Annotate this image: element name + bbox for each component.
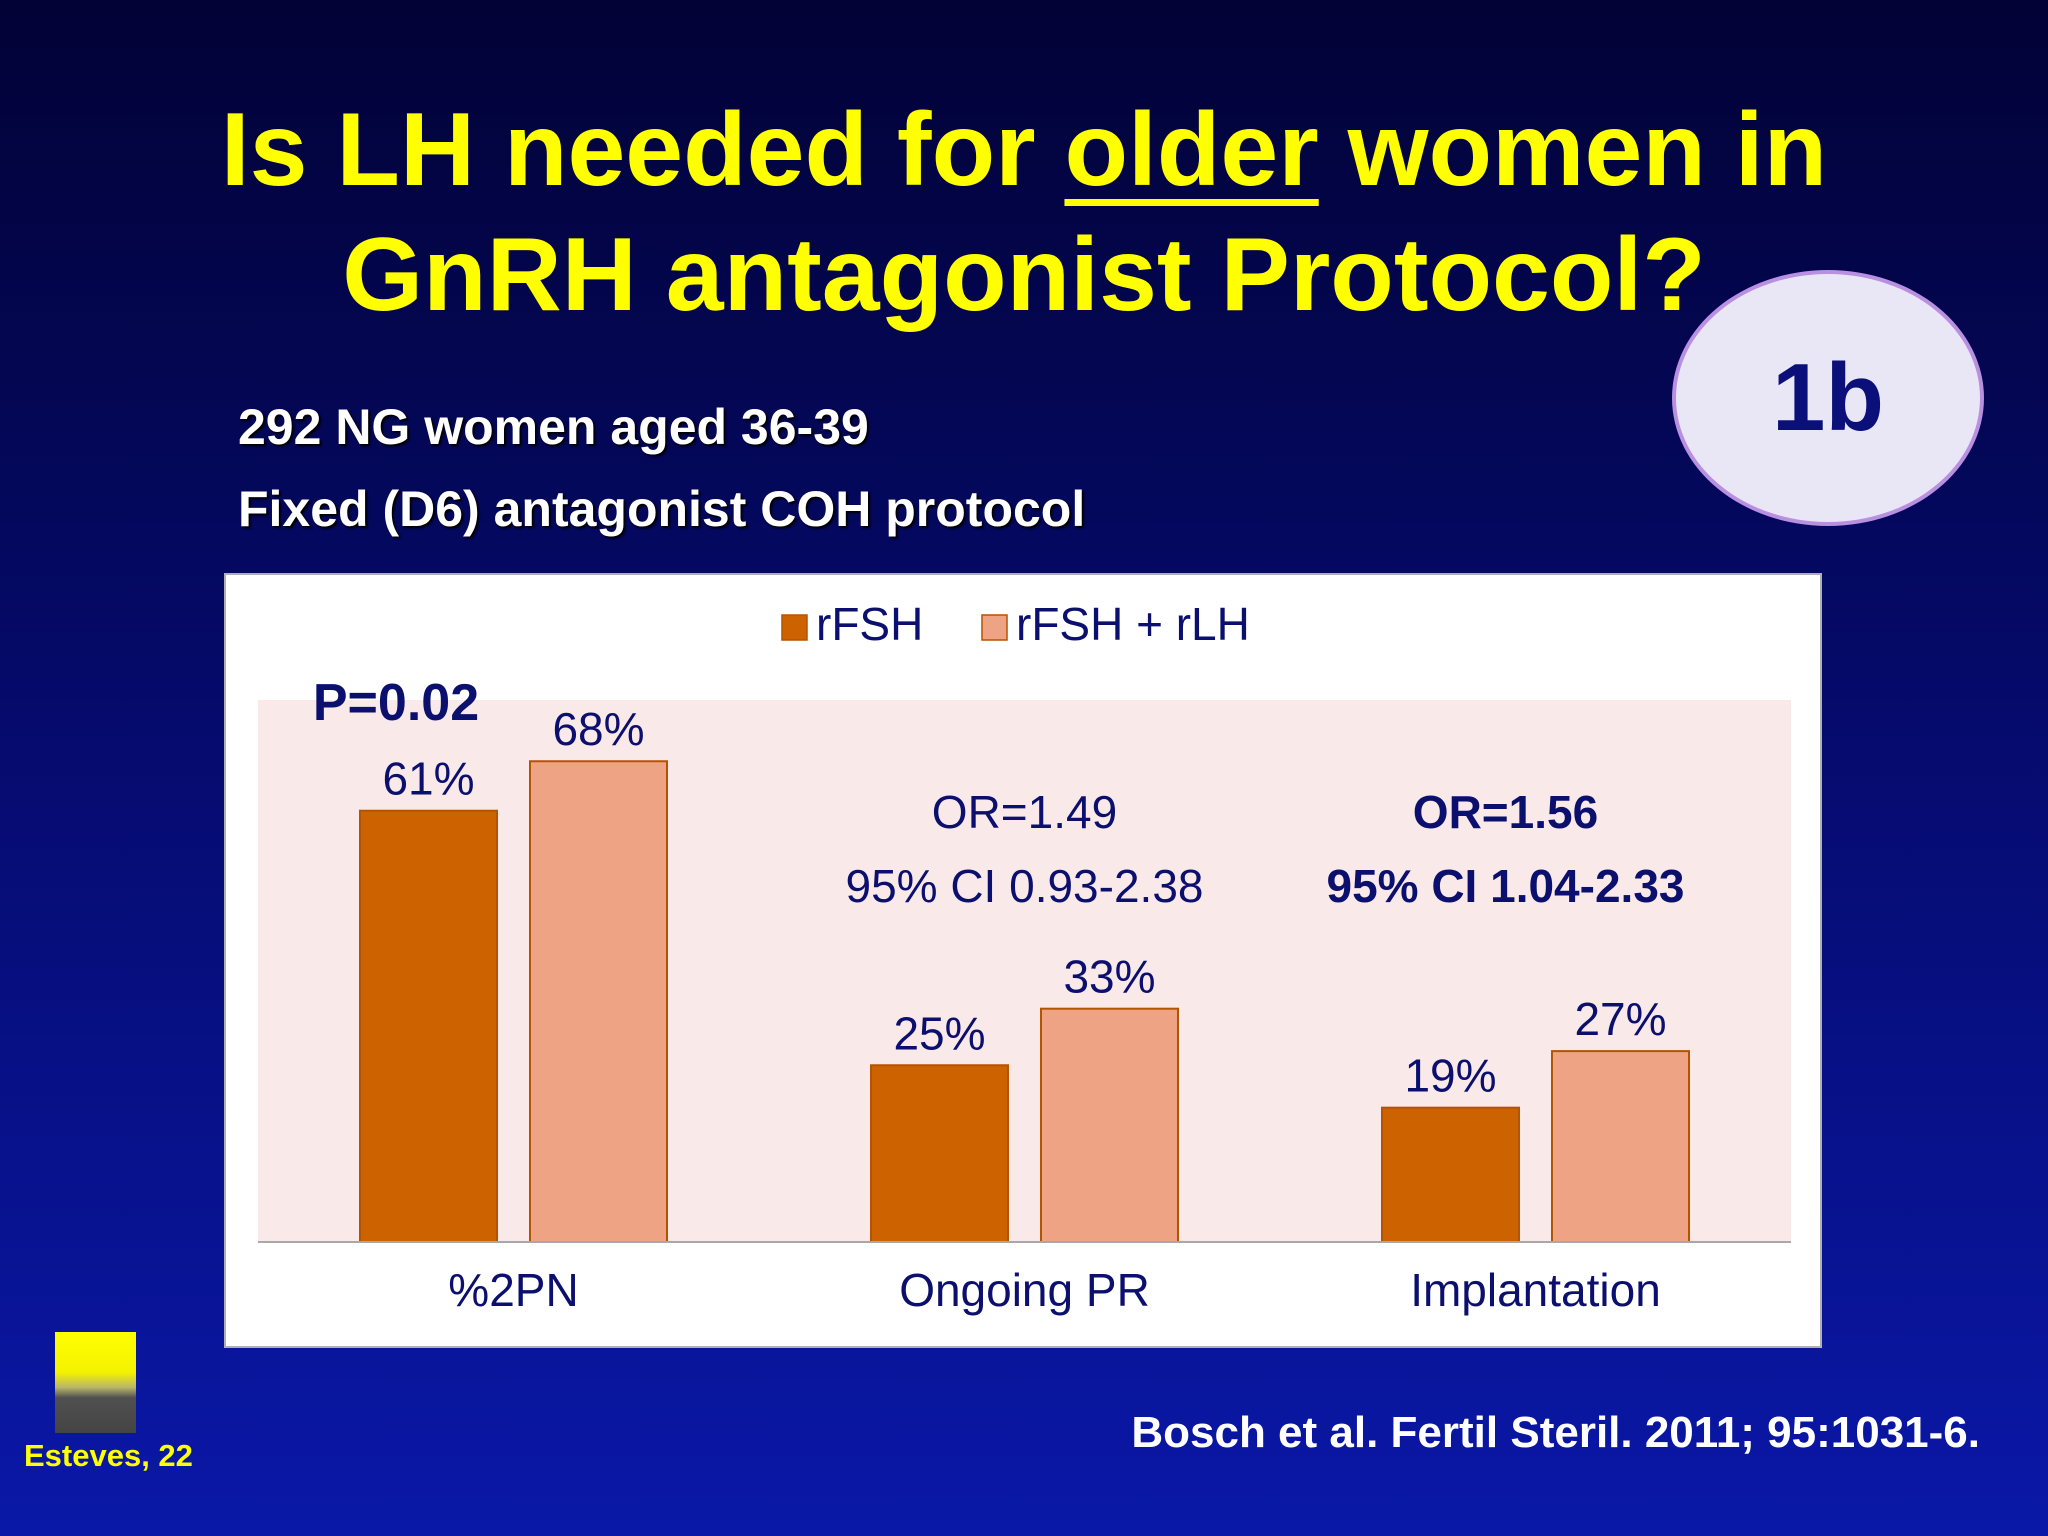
bar-rfsh-0 <box>359 809 498 1243</box>
x-tick-label: Ongoing PR <box>899 1264 1150 1316</box>
logo-box <box>55 1332 136 1433</box>
citation: Bosch et al. Fertil Steril. 2011; 95:103… <box>1131 1408 1980 1457</box>
annotation-2-line-1: 95% CI 1.04-2.33 <box>1326 860 1684 912</box>
legend-label-1: rFSH + rLH <box>1016 598 1250 650</box>
chart-panel: 61% 68% %2PN 25% 33% Ongoing PR 19% 27% Implanta… <box>224 573 1822 1348</box>
bar-rfsh-2 <box>1381 1106 1520 1243</box>
subtitle-protocol: Fixed (D6) antagonist COH protocol <box>238 481 1086 537</box>
bar-rfsh-1 <box>870 1064 1009 1243</box>
x-tick-label: %2PN <box>448 1264 578 1316</box>
legend-label-0: rFSH <box>816 598 923 650</box>
annotation-1-line-1: 95% CI 0.93-2.38 <box>845 860 1203 912</box>
title-line-1: Is LH needed for older women in <box>0 88 2048 213</box>
x-tick-label: Implantation <box>1410 1264 1661 1316</box>
footer-tag: Esteves, 22 <box>24 1438 193 1473</box>
legend-swatch-0 <box>781 614 808 641</box>
data-label: 33% <box>1063 951 1155 1003</box>
title-post: women in <box>1318 92 1828 208</box>
data-label: 61% <box>382 753 474 805</box>
bar-rfsh-rlh-2 <box>1551 1050 1690 1243</box>
slide-title: Is LH needed for older women in GnRH ant… <box>0 88 2048 338</box>
annotation-1-line-0: OR=1.49 <box>932 786 1117 838</box>
plot-area <box>258 700 1791 1242</box>
annotation-2-line-0: OR=1.56 <box>1413 786 1598 838</box>
data-label: 25% <box>893 1007 985 1059</box>
annotation-0-line-0: P=0.02 <box>313 674 479 732</box>
badge-label: 1b <box>1771 344 1885 451</box>
bar-rfsh-rlh-0 <box>529 760 668 1244</box>
data-label: 68% <box>552 703 644 755</box>
subtitle-population: 292 NG women aged 36-39 <box>238 399 869 455</box>
title-line-2: GnRH antagonist Protocol? <box>342 217 1706 333</box>
bar-chart: 61% 68% %2PN 25% 33% Ongoing PR 19% 27% Implanta… <box>258 598 1791 1316</box>
title-underlined-word: older <box>1064 92 1319 208</box>
bar-rfsh-rlh-1 <box>1040 1007 1179 1243</box>
data-label: 19% <box>1404 1050 1496 1102</box>
legend-swatch-1 <box>981 614 1008 641</box>
title-pre: Is LH needed for <box>220 92 1065 208</box>
badge-oval: 1b <box>1672 270 1984 526</box>
data-label: 27% <box>1574 993 1666 1045</box>
